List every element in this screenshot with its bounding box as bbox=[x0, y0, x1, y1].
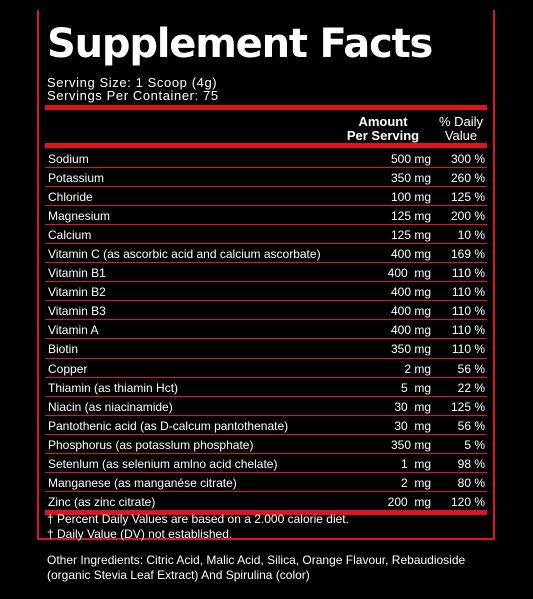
nutrient-name: Pantothenic acid (as D-calcum pantothena… bbox=[48, 418, 289, 433]
nutrient-name: Calcium bbox=[48, 228, 92, 243]
nutrient-amount: 200 mg bbox=[387, 494, 431, 509]
nutrient-amount: 2 mg bbox=[404, 361, 431, 376]
table-row: Biotin 350 mg 110 % bbox=[45, 339, 487, 359]
nutrient-name: Chloride bbox=[48, 190, 93, 205]
nutrient-daily-value: 80 % bbox=[457, 475, 485, 490]
nutrient-daily-value: 22 % bbox=[457, 380, 485, 395]
table-row: Niacin (as niacinamide) 30 mg 125 % bbox=[45, 397, 487, 416]
table-row: Phosphorus (as potasslum phosphate) 350 m… bbox=[45, 435, 487, 454]
table-row: Sodium 500 mg 300 % bbox=[45, 149, 487, 169]
nutrient-name: Vitamin B3 bbox=[48, 304, 106, 319]
nutrient-daily-value: 56 % bbox=[457, 418, 485, 433]
footnotes: † Percent Daily Values are based on a 2.… bbox=[47, 512, 349, 542]
table-row: Vitamin B3 400 mg 110 % bbox=[45, 301, 487, 321]
table-row: Copper 2 mg 56 % bbox=[45, 359, 487, 378]
nutrient-amount: 100 mg bbox=[390, 190, 431, 205]
table-row: Vitamin B2 400 mg 110 % bbox=[45, 282, 487, 302]
nutrient-name: Vitamin B1 bbox=[48, 266, 106, 281]
nutrient-name: Magnesium bbox=[48, 209, 111, 224]
nutrient-daily-value: 98 % bbox=[457, 456, 485, 471]
divider-bottom bbox=[45, 511, 487, 515]
nutrient-amount: 400 mg bbox=[390, 247, 431, 262]
nutrient-name: Zinc (as zinc citrate) bbox=[48, 494, 156, 509]
nutrient-daily-value: 110 % bbox=[451, 323, 485, 338]
serving-info: Serving Size: 1 Scoop (4g) Servings Per … bbox=[47, 76, 219, 102]
nutrient-amount: 400 mg bbox=[387, 266, 431, 281]
nutrient-daily-value: 110 % bbox=[451, 266, 485, 281]
nutrient-amount: 350 mg bbox=[390, 437, 431, 452]
nutrient-name: Niacin (as niacinamide) bbox=[48, 399, 173, 414]
table-row: Vitamin C (as ascorbic acid and calcium … bbox=[45, 244, 487, 264]
nutrient-name: Sodium bbox=[48, 152, 89, 166]
nutrient-amount: 30 mg bbox=[394, 399, 431, 414]
nutrient-daily-value: 56 % bbox=[457, 361, 485, 376]
serving-size: Serving Size: 1 Scoop (4g) bbox=[47, 75, 218, 90]
nutrient-amount: 2 mg bbox=[400, 475, 431, 490]
table-row: Thiamin (as thiamin Hct) 5 mg 22 % bbox=[45, 378, 487, 397]
table-row: Potassium 350 mg 260 % bbox=[45, 168, 487, 188]
table-row: Vitamin A 400 mg 110 % bbox=[45, 320, 487, 340]
nutrient-amount: 30 mg bbox=[394, 418, 431, 433]
nutrient-daily-value: 120 % bbox=[450, 494, 485, 509]
table-row: Magnesium 125 mg 200 % bbox=[45, 206, 487, 226]
nutrient-daily-value: 169 % bbox=[450, 247, 485, 262]
supplement-facts-panel bbox=[37, 10, 495, 540]
nutrient-name: Vitamin A bbox=[48, 323, 99, 338]
nutrient-name: Thiamin (as thiamin Hct) bbox=[48, 380, 179, 395]
nutrient-name: Phosphorus (as potasslum phosphate) bbox=[48, 437, 254, 452]
nutrient-table: Sodium 500 mg 300 % Potassium 350 mg 260 % Chl… bbox=[45, 149, 487, 511]
servings-per-container: Servings Per Container: 75 bbox=[47, 88, 219, 103]
nutrient-daily-value: 125 % bbox=[450, 190, 485, 205]
nutrient-amount: 1 mg bbox=[400, 456, 431, 471]
nutrient-daily-value: 200 % bbox=[450, 209, 485, 224]
nutrient-amount: 350 mg bbox=[390, 171, 431, 186]
nutrient-amount: 5 mg bbox=[400, 380, 431, 395]
nutrient-name: Vitamin B2 bbox=[48, 285, 106, 300]
table-row: Chloride 100 mg 125 % bbox=[45, 187, 487, 207]
other-ingredients: Other Ingredients: Citric Acid, Malic Ac… bbox=[47, 553, 466, 582]
table-row: Calcium 125 mg 10 % bbox=[45, 225, 487, 245]
table-row: Manganese (as manganése citrate) 2 mg 80 % bbox=[45, 473, 487, 492]
nutrient-amount: 350 mg bbox=[390, 342, 431, 357]
nutrient-amount: 400 mg bbox=[390, 285, 431, 300]
nutrient-name: Biotin bbox=[48, 342, 79, 357]
nutrient-amount: 400 mg bbox=[390, 323, 431, 338]
footnote: † Daily Value (DV) not established. bbox=[47, 527, 233, 541]
nutrient-amount: 400 mg bbox=[390, 304, 431, 319]
nutrient-name: Potassium bbox=[48, 171, 105, 186]
nutrient-daily-value: 110 % bbox=[451, 342, 485, 357]
nutrient-name: Setenlum (as selenium amlno acid chelate… bbox=[48, 456, 278, 471]
nutrient-name: Manganese (as manganése citrate) bbox=[48, 475, 237, 490]
table-row: Pantothenic acid (as D-calcum pantothena… bbox=[45, 416, 487, 435]
table-row: Vitamin B1 400 mg 110 % bbox=[45, 263, 487, 283]
divider-top bbox=[45, 105, 487, 110]
daily-value-header: % Daily Value bbox=[438, 114, 484, 143]
footnote: † Percent Daily Values are based on a 2.… bbox=[47, 512, 349, 526]
table-row: Setenlum (as selenium amlno acid chelate… bbox=[45, 454, 487, 473]
nutrient-daily-value: 110 % bbox=[451, 304, 485, 319]
amount-per-serving-header: Amount Per Serving bbox=[346, 114, 420, 143]
page-title: Supplement Facts bbox=[47, 21, 433, 67]
table-row: Zinc (as zinc citrate) 200 mg 120 % bbox=[45, 492, 487, 511]
divider-header bbox=[45, 143, 487, 148]
nutrient-daily-value: 300 % bbox=[450, 152, 485, 166]
nutrient-daily-value: 110 % bbox=[451, 285, 485, 300]
nutrient-amount: 500 mg bbox=[390, 152, 431, 166]
nutrient-name: Vitamin C (as ascorbic acid and calcium … bbox=[48, 247, 321, 262]
nutrient-daily-value: 260 % bbox=[450, 171, 485, 186]
nutrient-amount: 125 mg bbox=[390, 209, 431, 224]
nutrient-daily-value: 10 % bbox=[457, 228, 485, 243]
nutrient-name: Copper bbox=[48, 361, 88, 376]
nutrient-daily-value: 125 % bbox=[450, 399, 485, 414]
nutrient-amount: 125 mg bbox=[390, 228, 431, 243]
nutrient-daily-value: 5 % bbox=[464, 437, 485, 452]
